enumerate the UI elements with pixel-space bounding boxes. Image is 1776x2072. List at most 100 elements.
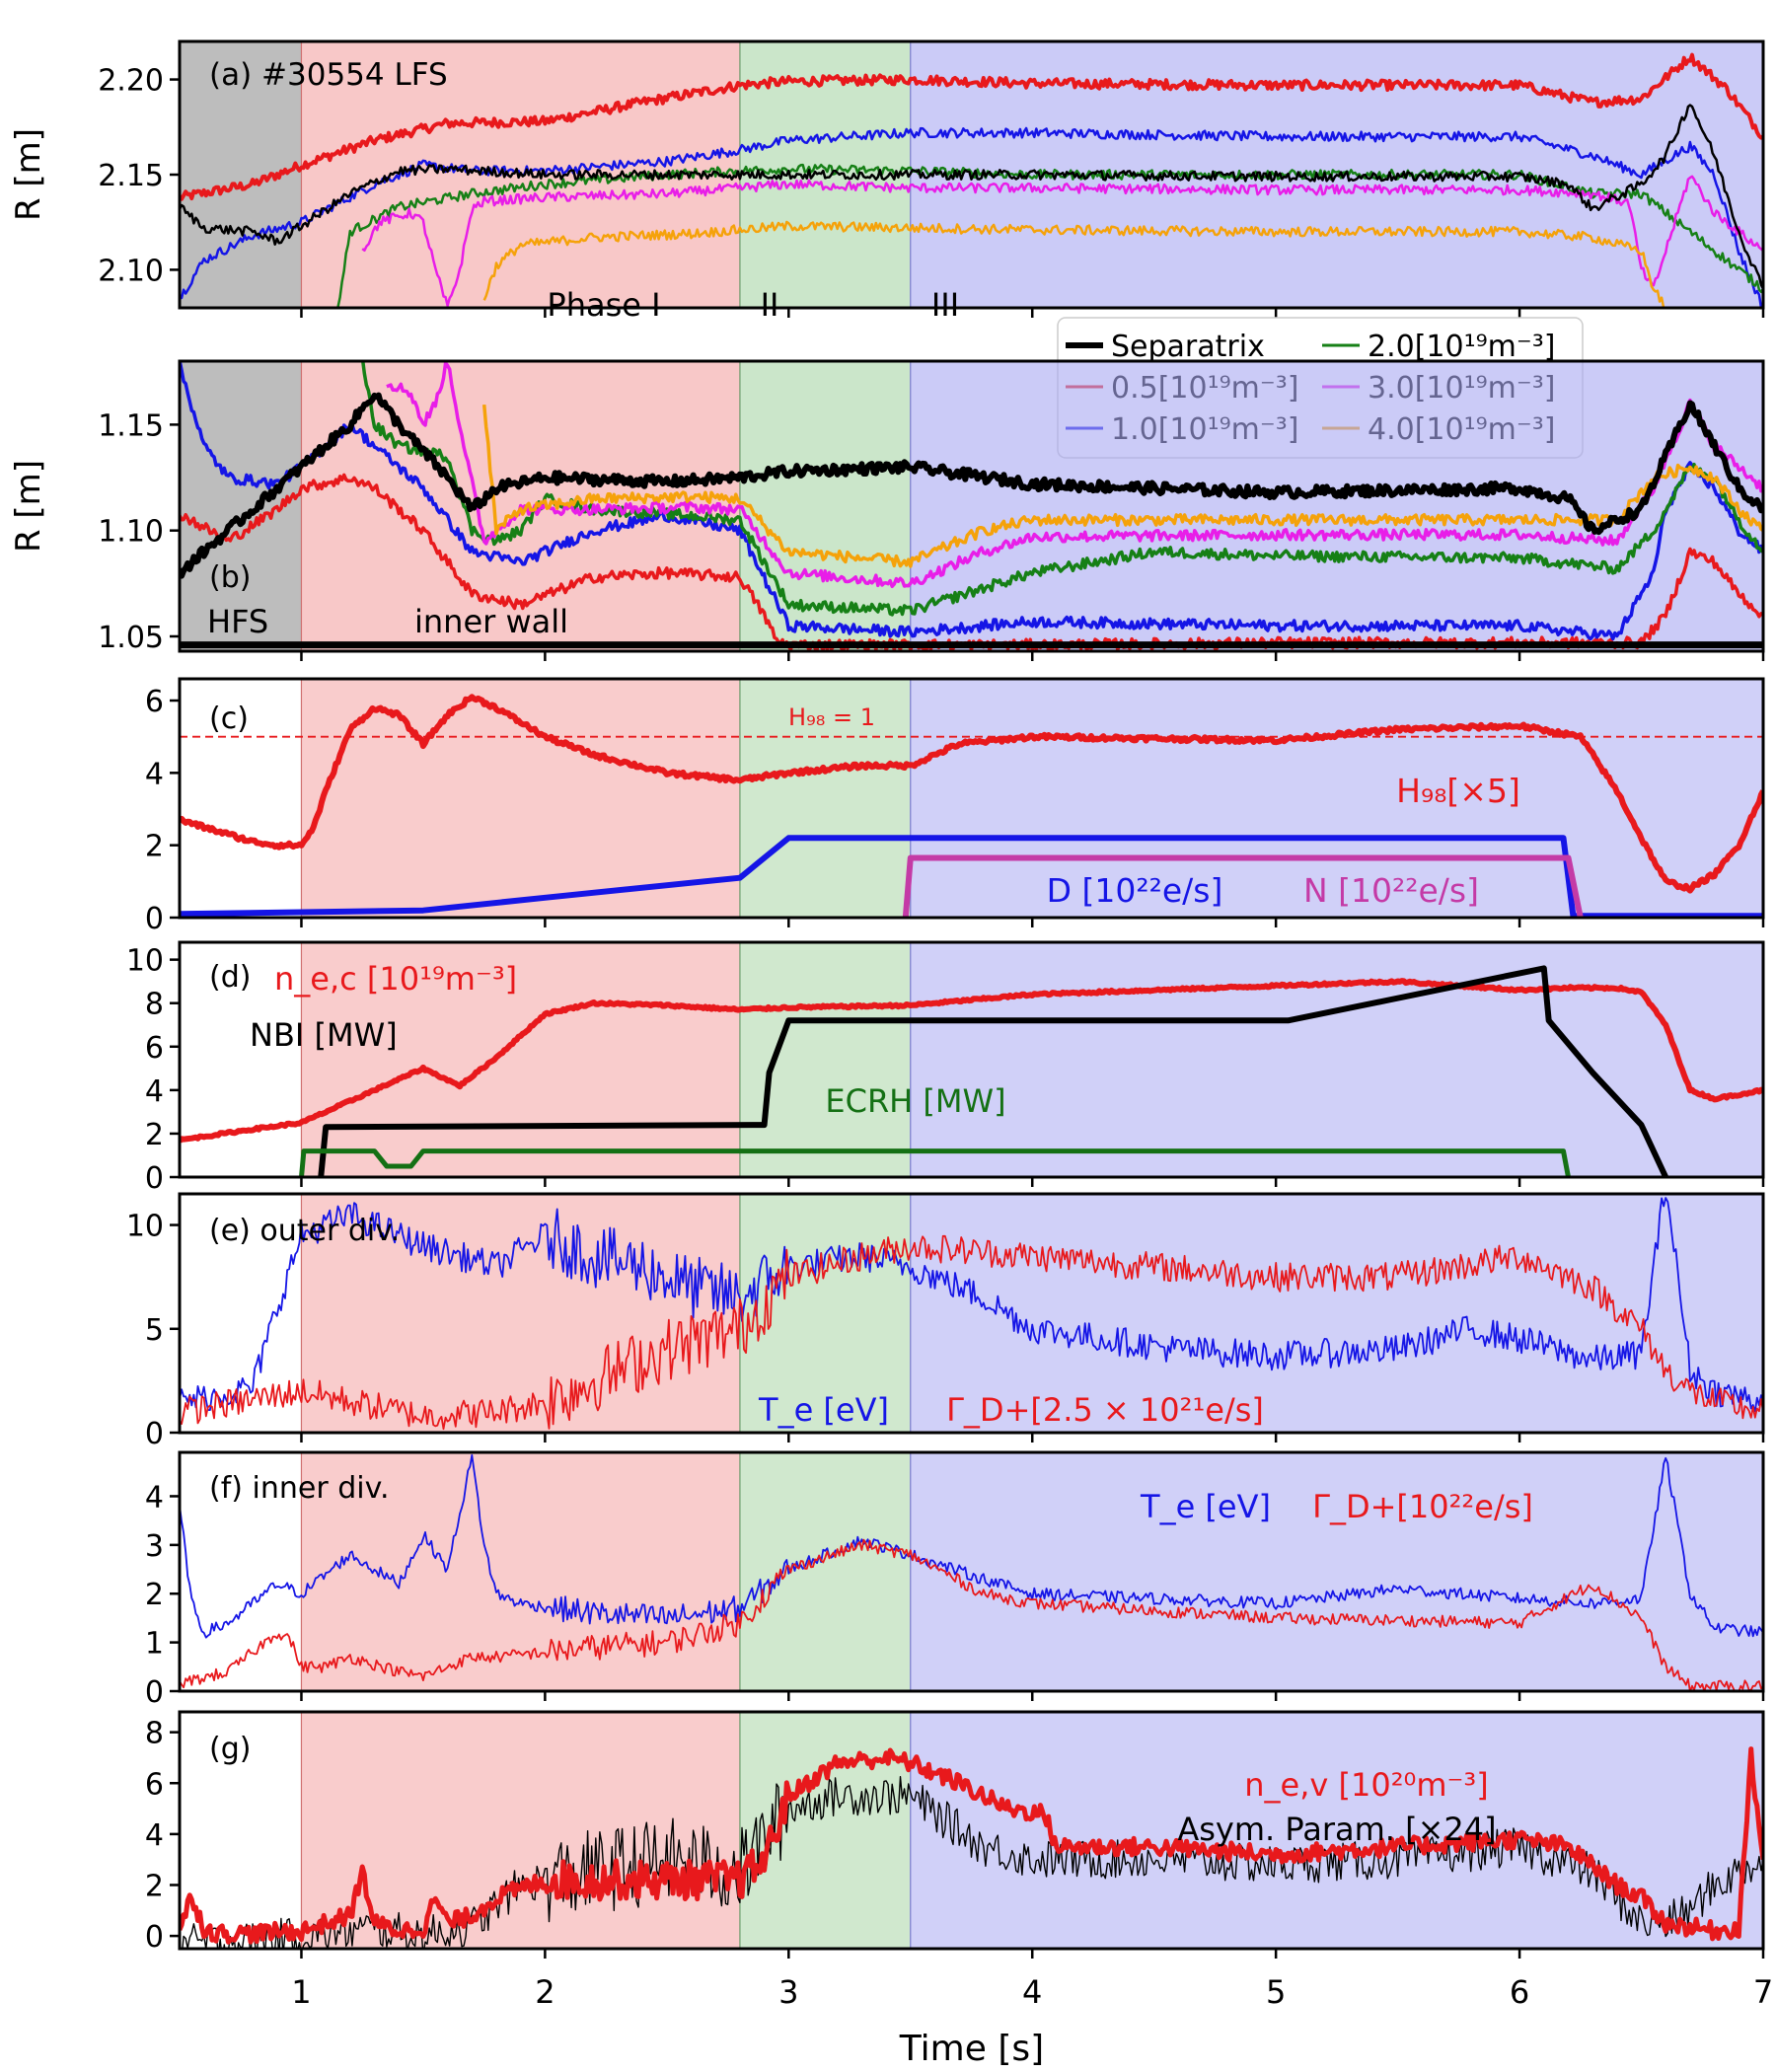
phase-shading [300,942,1763,1177]
panel-frame [178,940,1765,1179]
phase-band [739,1712,911,1949]
series-line [180,1234,1763,1431]
series-line [180,52,1763,201]
x-tick-label: 6 [1510,1973,1529,2011]
y-tick-label: 10 [126,944,164,979]
y-tick-label: 4 [145,1074,164,1109]
panel-label: (b) [209,560,251,595]
series-line [361,175,1763,308]
legend-entry: 2.0[10¹⁹m⁻³] [1368,330,1555,364]
panel-frame [178,359,1765,653]
series-group [180,52,1763,308]
y-axis-label: R [m] [9,128,48,221]
phase-shading [180,361,1763,651]
y-tick-label: 6 [145,685,164,719]
y-tick-label: 2 [145,1118,164,1152]
panel-label: (e) outer div. [209,1214,400,1248]
phase-band [910,1194,1763,1433]
d-flux-label: D [10²²e/s] [1047,871,1223,910]
phase-band [739,942,911,1177]
series-line [318,965,1668,1177]
series-line [180,104,1763,290]
phase-band [301,1194,740,1433]
y-tick-label: 8 [145,1717,164,1751]
y-tick-label: 2 [145,1869,164,1903]
phase-shading [300,679,1763,918]
phase-band [910,942,1763,1177]
asym-label: Asym. Param. [×24] [1177,1811,1496,1848]
h98-label: H₉₈[×5] [1396,772,1520,810]
x-tick-label: 2 [535,1973,555,2011]
density-label: n_e,v [10²⁰m⁻³] [1244,1766,1488,1804]
series-line [299,1148,1571,1177]
phase-shading [300,1712,1763,1949]
x-tick-label: 3 [778,1973,798,2011]
panel-label: (c) [209,702,249,736]
y-tick-label: 4 [145,757,164,791]
phase-shading [300,1452,1763,1691]
hfs-label: HFS [207,603,268,640]
y-tick-label: 0 [145,1675,164,1710]
y-tick-label: 2 [145,830,164,864]
series-line [481,404,1763,568]
series-line [180,126,1763,308]
series-line [182,1776,1763,1949]
te-label: T_e [eV] [758,1391,889,1429]
panel-label: (a) #30554 LFS [209,57,448,93]
panel-b: 1.05 1.10 1.15 R [m] (b) HFS inner wall [9,359,1765,661]
flux-label: Γ_D+[10²²e/s] [1312,1488,1533,1525]
y-tick-label: 1.15 [98,408,164,443]
x-tick-label: 1 [291,1973,311,2011]
y-tick-label: 2.20 [98,64,164,99]
phase-band [910,1452,1763,1691]
panel-f: 0 1 2 3 4 (f) inner div. T_e [eV] Γ_D+[10²²e/s] [145,1450,1765,1710]
phase-label: Phase I [547,286,660,324]
panel-d: 0 2 4 6 8 10 (d) n_e,c [10¹⁹m⁻³] NBI [MW] ECRH [M… [126,940,1765,1196]
y-tick-label: 4 [145,1480,164,1515]
series-line [180,361,1763,641]
series-line [180,694,1763,894]
phase-band [739,1452,911,1691]
y-tick-label: 2.10 [98,254,164,288]
series-line [180,1746,1763,1945]
panel-frame [178,677,1765,920]
y-tick-label: 6 [145,1031,164,1066]
y-tick-label: 0 [145,1417,164,1451]
phase-band [739,361,911,651]
series-line [180,835,1763,918]
x-axis-label: Time [s] [899,2029,1044,2069]
phase-label: III [931,286,959,324]
series-line [180,1197,1763,1413]
h98-reference-label: H₉₈ = 1 [788,703,875,731]
series-line [386,361,1763,589]
series-line [180,978,1763,1144]
phase-band [739,679,911,918]
panel-label: (d) [209,960,251,995]
y-axis-label: R [m] [9,460,48,553]
inner-wall-label: inner wall [414,603,568,640]
series-group [180,1453,1763,1691]
legend-entry: Separatrix [1111,330,1265,364]
series-line [482,220,1666,308]
series-group [180,1746,1763,1949]
series-group [180,361,1763,651]
y-tick-label: 5 [145,1313,164,1348]
y-tick-label: 0 [145,1161,164,1196]
y-tick-label: 0 [145,902,164,936]
y-tick-label: 10 [126,1210,164,1244]
density-label: n_e,c [10¹⁹m⁻³] [274,960,517,998]
y-tick-label: 6 [145,1767,164,1802]
panel-frame [178,1710,1765,1951]
y-tick-label: 1.10 [98,515,164,550]
phase-label: II [761,286,779,324]
phase-band [301,1452,740,1691]
panel-frame [178,1450,1765,1693]
y-tick-label: 4 [145,1818,164,1853]
panel-frame [178,1192,1765,1435]
panel-label: (g) [209,1732,251,1766]
x-tick-label: 7 [1753,1973,1773,2011]
series-line [902,854,1584,918]
x-tick-label: 5 [1266,1973,1286,2011]
panel-g: 0 2 4 6 8 (g) n_e,v [10²⁰m⁻³] Asym. Param. [×24… [145,1710,1765,1959]
